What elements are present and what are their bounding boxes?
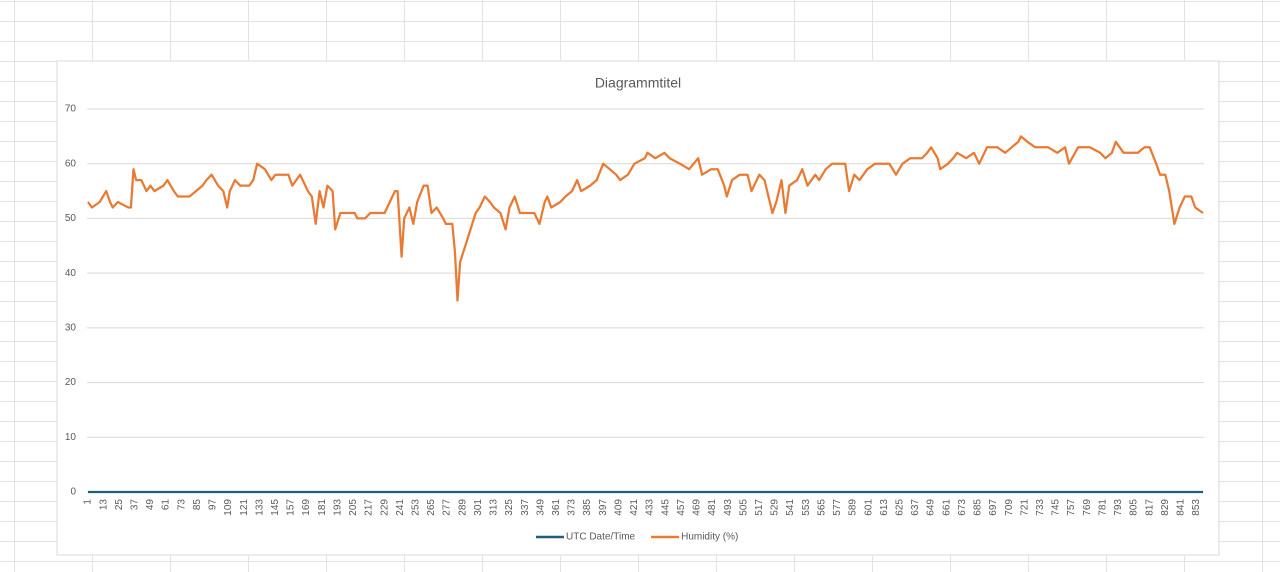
x-tick-label: 265 (426, 499, 437, 516)
x-tick-label: 685 (973, 499, 984, 516)
x-tick-label: 121 (239, 499, 250, 516)
x-tick-label: 385 (582, 499, 593, 516)
x-tick-label: 373 (567, 499, 578, 516)
x-tick-label: 601 (863, 499, 874, 516)
x-tick-label: 661 (941, 499, 952, 516)
x-tick-label: 253 (411, 499, 422, 516)
x-tick-label: 517 (754, 499, 765, 516)
x-tick-label: 541 (785, 499, 796, 516)
x-tick-label: 337 (520, 499, 531, 516)
x-tick-label: 721 (1019, 499, 1030, 516)
x-tick-label: 793 (1113, 499, 1124, 516)
x-tick-label: 781 (1097, 499, 1108, 516)
x-tick-label: 829 (1160, 499, 1171, 516)
x-tick-label: 529 (770, 499, 781, 516)
x-tick-label: 409 (613, 499, 624, 516)
chart-title: Diagrammtitel (595, 75, 681, 91)
x-tick-label: 289 (457, 499, 468, 516)
x-tick-label: 469 (692, 499, 703, 516)
x-tick-label: 853 (1191, 499, 1202, 516)
x-tick-label: 25 (114, 499, 125, 511)
x-tick-label: 589 (848, 499, 859, 516)
x-tick-label: 505 (738, 499, 749, 516)
x-tick-label: 73 (176, 499, 187, 511)
legend-label: Humidity (%) (681, 532, 738, 543)
x-tick-label: 193 (332, 499, 343, 516)
y-tick-label: 70 (65, 104, 77, 115)
x-tick-label: 133 (254, 499, 265, 516)
x-tick-label: 421 (629, 499, 640, 516)
x-tick-label: 277 (442, 499, 453, 516)
x-tick-label: 709 (1004, 499, 1015, 516)
x-tick-label: 217 (364, 499, 375, 516)
x-tick-label: 553 (801, 499, 812, 516)
x-tick-label: 181 (317, 499, 328, 516)
x-tick-label: 649 (926, 499, 937, 516)
x-tick-label: 313 (489, 499, 500, 516)
x-tick-label: 613 (879, 499, 890, 516)
x-tick-label: 109 (223, 499, 234, 516)
x-tick-label: 697 (988, 499, 999, 516)
x-tick-label: 361 (551, 499, 562, 516)
x-tick-label: 433 (645, 499, 656, 516)
x-tick-label: 301 (473, 499, 484, 516)
x-tick-label: 481 (707, 499, 718, 516)
y-tick-label: 20 (65, 377, 77, 388)
x-tick-label: 769 (1082, 499, 1093, 516)
x-tick-label: 397 (598, 499, 609, 516)
x-tick-label: 673 (957, 499, 968, 516)
y-tick-label: 30 (65, 322, 77, 333)
x-tick-label: 637 (910, 499, 921, 516)
x-tick-label: 205 (348, 499, 359, 516)
x-tick-label: 169 (301, 499, 312, 516)
x-tick-label: 85 (192, 499, 203, 511)
y-tick-label: 0 (70, 487, 76, 498)
x-tick-label: 229 (379, 499, 390, 516)
x-tick-label: 565 (816, 499, 827, 516)
x-tick-label: 325 (504, 499, 515, 516)
x-tick-label: 145 (270, 499, 281, 516)
x-tick-label: 61 (161, 499, 172, 511)
x-tick-label: 49 (145, 499, 156, 511)
x-tick-label: 37 (129, 499, 140, 511)
x-tick-label: 625 (894, 499, 905, 516)
chart-area (56, 60, 1220, 556)
x-tick-label: 577 (832, 499, 843, 516)
x-tick-label: 745 (1051, 499, 1062, 516)
x-tick-label: 805 (1129, 499, 1140, 516)
x-tick-label: 493 (723, 499, 734, 516)
x-tick-label: 241 (395, 499, 406, 516)
x-tick-label: 157 (286, 499, 297, 516)
x-tick-label: 817 (1144, 499, 1155, 516)
x-tick-label: 13 (98, 499, 109, 511)
x-tick-label: 349 (535, 499, 546, 516)
y-tick-label: 40 (65, 268, 77, 279)
x-tick-label: 841 (1176, 499, 1187, 516)
y-tick-label: 60 (65, 158, 77, 169)
x-tick-label: 457 (676, 499, 687, 516)
x-tick-label: 733 (1035, 499, 1046, 516)
y-tick-label: 50 (65, 213, 77, 224)
x-tick-label: 97 (208, 499, 219, 511)
data-line (87, 135, 1204, 302)
x-tick-label: 757 (1066, 499, 1077, 516)
y-tick-label: 10 (65, 432, 77, 443)
legend-label: UTC Date/Time (566, 532, 636, 543)
x-tick-label: 445 (660, 499, 671, 516)
x-tick-label: 1 (83, 499, 94, 505)
